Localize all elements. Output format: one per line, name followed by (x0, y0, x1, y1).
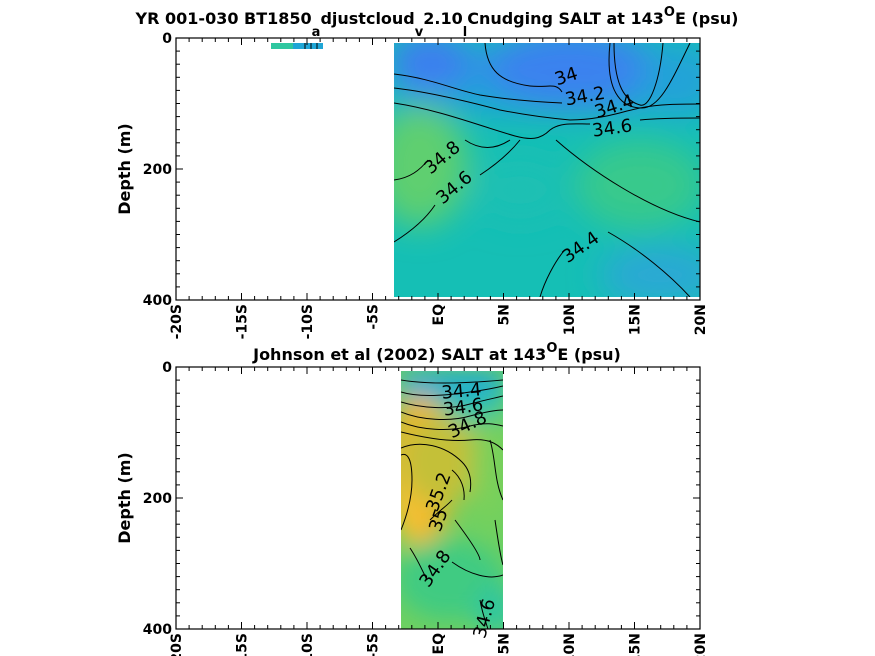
top-title-sub-a: a (312, 25, 321, 40)
top-xtick-label: -20S (169, 304, 185, 339)
bottom-contour (454, 519, 481, 561)
bottom-title-part: E (psu) (557, 345, 621, 364)
top-contour-34-4 (394, 87, 700, 121)
top-contour-34-8 (464, 139, 511, 148)
top-contour-34-6b (394, 204, 436, 243)
bottom-contour (401, 385, 503, 396)
bottom-title-part: Johnson et al (2002) SALT at 143 (252, 345, 546, 364)
bottom-contour (451, 561, 503, 578)
top-contour-34-6c (555, 139, 700, 223)
bottom-xtick-label: 15N (628, 633, 644, 656)
top-title-part: Cnudging SALT at 143 (467, 9, 664, 28)
bottom-title-degree: O (546, 341, 557, 356)
top-xtick-label: EQ (431, 304, 447, 326)
bottom-xtick-label: 10N (562, 633, 578, 656)
bottom-contour (479, 599, 489, 629)
bottom-xtick-label: 5N (497, 633, 513, 654)
bottom-xtick-label: 20N (693, 633, 709, 656)
top-contour-34-6 (394, 102, 591, 139)
bottom-panel: Johnson et al (2002) SALT at 143OE (psu) (115, 341, 709, 656)
bottom-contour (401, 431, 503, 451)
top-ytick-label: 200 (143, 162, 172, 178)
top-title-degree: O (664, 5, 675, 20)
top-contour-34 (484, 43, 563, 93)
bottom-contour (429, 499, 453, 521)
bottom-contour (401, 453, 413, 531)
top-xtick-label: -5S (366, 304, 382, 330)
top-xtick-label: -15S (235, 304, 251, 339)
top-title-sub-l: l (463, 25, 467, 40)
bottom-ytick-label: 0 (162, 360, 172, 376)
bottom-contour (401, 421, 503, 430)
top-title: YR 001-030 BT1850adjustcloudv2.10lCnudgi… (135, 5, 739, 40)
bottom-xtick-label: -20S (169, 633, 185, 656)
bottom-clabel-34-4: 34.4 (441, 379, 483, 403)
bottom-ytick-label: 400 (143, 622, 172, 638)
bottom-contour (489, 439, 503, 501)
top-xtick-label: 20N (693, 304, 709, 335)
top-contour-34-2 (394, 73, 563, 104)
top-contour-34-4b (539, 251, 564, 297)
top-title-part: YR 001-030 BT1850 (135, 9, 312, 28)
bottom-contour (494, 519, 503, 566)
top-ticks: -20S -15S -10S -5S EQ 5N 10N 15N 20N 0 200 400 (143, 31, 709, 339)
bottom-ticks: -20S -15S -10S -5S EQ 5N 10N 15N 20N 0 200 400 (143, 360, 709, 656)
top-fragment (271, 43, 323, 49)
bottom-title: Johnson et al (2002) SALT at 143OE (psu) (252, 341, 621, 364)
top-xtick-label: 5N (497, 304, 513, 325)
top-title-part: djustcloud (320, 9, 414, 28)
bottom-ytick-label: 200 (143, 491, 172, 507)
top-xtick-label: -10S (300, 304, 316, 339)
bottom-ylabel: Depth (m) (115, 452, 134, 544)
bottom-contour (401, 395, 503, 409)
bottom-contour (409, 547, 428, 581)
bottom-xtick-label: EQ (431, 633, 447, 655)
bottom-contour (401, 379, 503, 384)
top-ylabel: Depth (m) (115, 123, 134, 215)
top-panel: YR 001-030 BT1850adjustcloudv2.10lCnudgi… (115, 5, 738, 339)
bottom-contour (401, 443, 472, 493)
bottom-xtick-label: -15S (235, 633, 251, 656)
top-contour-34-4b (607, 231, 691, 297)
bottom-xtick-label: -10S (300, 633, 316, 656)
top-title-sub-v: v (415, 25, 424, 40)
top-title-part: 2.10 (423, 9, 462, 28)
top-title-part: E (psu) (675, 9, 739, 28)
bottom-xtick-label: -5S (366, 633, 382, 656)
bottom-contour (401, 409, 503, 420)
bottom-contours (401, 379, 503, 629)
bottom-contour (451, 469, 465, 501)
top-xtick-label: 15N (628, 304, 644, 335)
top-contours (394, 43, 700, 297)
top-contour-34 (613, 43, 664, 106)
top-contour-34-6b (479, 139, 521, 176)
top-ytick-label: 400 (143, 293, 172, 309)
top-ytick-label: 0 (162, 31, 172, 47)
top-xtick-label: 10N (562, 304, 578, 335)
top-contour-34-8 (394, 159, 429, 181)
top-contour-34-6 (639, 117, 700, 121)
